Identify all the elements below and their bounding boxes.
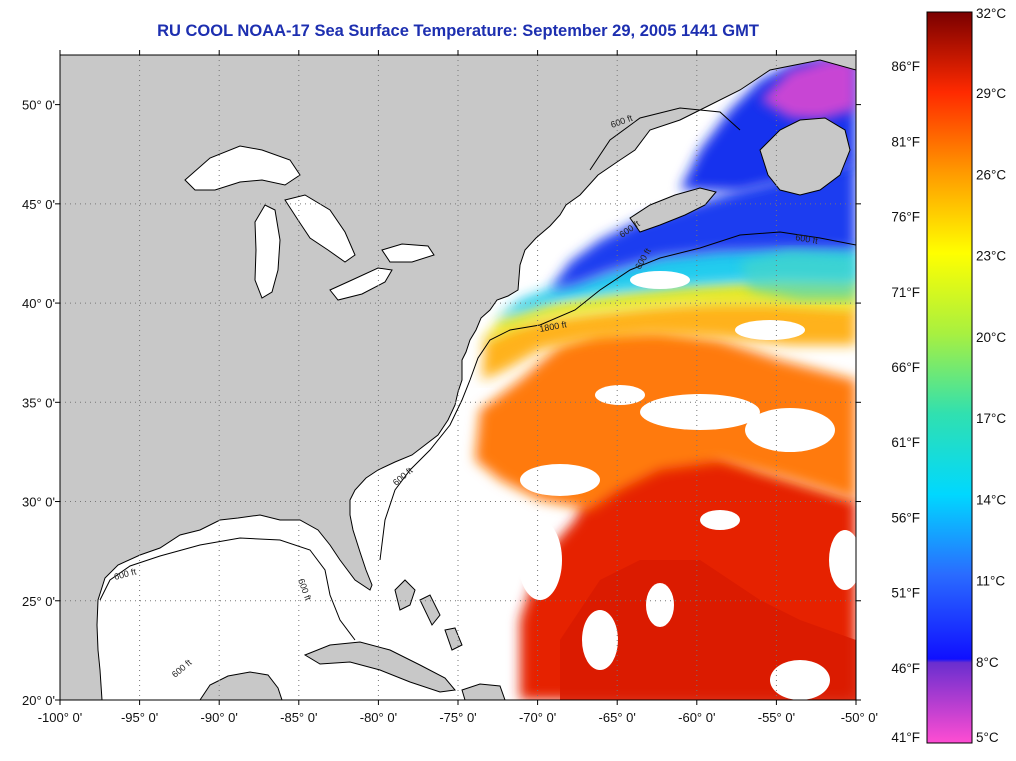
longitude-label: -60° 0' [678, 710, 715, 725]
sst-labrador-magenta [760, 58, 856, 120]
lake-erie [329, 267, 393, 301]
sst-slope-yellow [482, 280, 856, 345]
longitude-label: -90° 0' [201, 710, 238, 725]
longitude-label: -70° 0' [519, 710, 556, 725]
longitude-label: -85° 0' [280, 710, 317, 725]
fahrenheit-label: 66°F [891, 360, 920, 375]
fahrenheit-labels: 86°F 81°F 76°F 71°F 66°F 61°F 56°F 51°F 46°F 41°F [891, 59, 920, 745]
fahrenheit-label: 61°F [891, 435, 920, 450]
longitude-label: -75° 0' [439, 710, 476, 725]
celsius-label: 5°C [976, 730, 999, 745]
bahamas-land-2 [419, 594, 441, 626]
nova-scotia-land [629, 187, 717, 233]
latitude-label: 30° 0' [22, 495, 55, 510]
latitude-label: 25° 0' [22, 594, 55, 609]
gulf-shelf-contour [99, 537, 356, 641]
celsius-label: 14°C [976, 492, 1006, 507]
fahrenheit-label: 76°F [891, 210, 920, 225]
celsius-labels: 32°C 29°C 26°C 23°C 20°C 17°C 14°C 11°C 8°C 5°C [976, 6, 1006, 745]
fahrenheit-label: 81°F [891, 134, 920, 149]
hispaniola-land [461, 683, 506, 700]
atlantic-shelf-contour [379, 231, 856, 561]
colorbar [926, 11, 973, 744]
celsius-label: 32°C [976, 6, 1006, 21]
fahrenheit-label: 71°F [891, 285, 920, 300]
lake-ontario [381, 243, 435, 263]
axis-ticks [55, 50, 861, 705]
celsius-label: 20°C [976, 330, 1006, 345]
fahrenheit-label: 41°F [891, 730, 920, 745]
contour-label: 600 ft [795, 232, 819, 246]
celsius-label: 17°C [976, 411, 1006, 426]
yucatan-land [199, 671, 283, 700]
sst-gulf-of-maine [550, 160, 856, 290]
contour-label: 1800 ft [539, 319, 568, 334]
map-layers: 600 ft 600 ft 600 ft 600 ft 1800 ft 600 … [60, 55, 856, 700]
longitude-label: -80° 0' [360, 710, 397, 725]
latitude-label: 20° 0' [22, 693, 55, 708]
lake-superior [184, 145, 301, 191]
latitude-label: 35° 0' [22, 395, 55, 410]
lake-michigan [254, 204, 281, 299]
depth-contours [99, 107, 856, 641]
cuba-land [303, 641, 456, 693]
lake-huron [284, 194, 356, 263]
cloud-gaps [518, 271, 856, 700]
longitude-label: -100° 0' [38, 710, 83, 725]
fahrenheit-label: 86°F [891, 59, 920, 74]
newfoundland-land [759, 117, 851, 196]
latitude-label: 40° 0' [22, 296, 55, 311]
sst-east-cyan [740, 250, 856, 300]
celsius-label: 26°C [976, 167, 1006, 182]
longitude-label: -50° 0' [841, 710, 878, 725]
longitude-label: -95° 0' [121, 710, 158, 725]
longitude-labels: -100° 0' -95° 0' -90° 0' -85° 0' -80° 0' -75°… [38, 710, 878, 725]
fahrenheit-label: 51°F [891, 586, 920, 601]
labrador-contour [589, 107, 741, 171]
bahamas-land-3 [444, 627, 463, 651]
celsius-label: 23°C [976, 249, 1006, 264]
latitude-labels: 50° 0' 45° 0' 40° 0' 35° 0' 30° 0' 25° 0' 20° … [22, 98, 55, 708]
longitude-label: -65° 0' [599, 710, 636, 725]
latitude-label: 45° 0' [22, 197, 55, 212]
fahrenheit-label: 46°F [891, 661, 920, 676]
celsius-label: 8°C [976, 655, 999, 670]
celsius-label: 11°C [976, 574, 1005, 589]
sst-swath [475, 55, 856, 700]
bahamas-land [394, 579, 416, 611]
fahrenheit-label: 56°F [891, 510, 920, 525]
map-title: RU COOL NOAA-17 Sea Surface Temperature:… [157, 22, 759, 40]
longitude-label: -55° 0' [758, 710, 795, 725]
sst-gulfstream [482, 300, 856, 380]
celsius-label: 29°C [976, 86, 1006, 101]
great-lakes [184, 145, 435, 301]
latitude-label: 50° 0' [22, 98, 55, 113]
